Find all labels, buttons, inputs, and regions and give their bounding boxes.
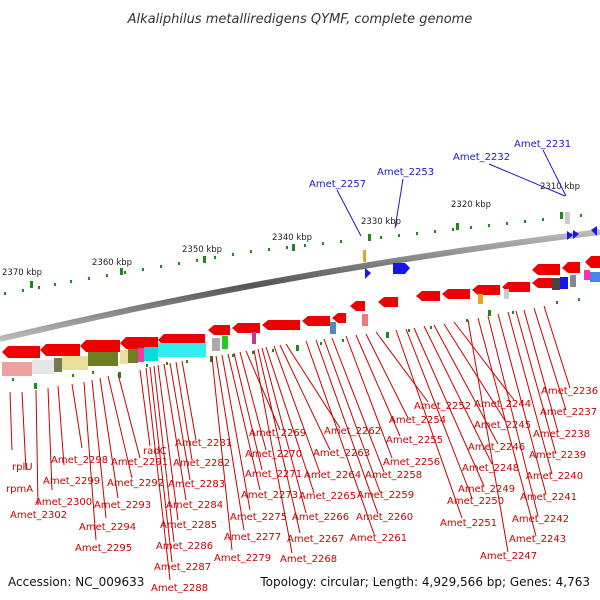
- tick-label-2330: 2330 kbp: [361, 217, 401, 227]
- label-amet-2256: Amet_2256: [383, 457, 440, 468]
- tick-label-2370: 2370 kbp: [2, 268, 42, 278]
- label-amet-2244: Amet_2244: [474, 399, 531, 410]
- tick-label-2340: 2340 kbp: [272, 233, 312, 243]
- label-amet-2253: Amet_2253: [377, 167, 434, 178]
- label-amet-2240: Amet_2240: [526, 471, 583, 482]
- label-amet-2285: Amet_2285: [160, 520, 217, 531]
- label-amet-2248: Amet_2248: [462, 463, 519, 474]
- label-rpmA: rpmA: [6, 484, 33, 495]
- label-amet-2295: Amet_2295: [75, 543, 132, 554]
- red-leader-lines: [9, 305, 571, 581]
- label-amet-2298: Amet_2298: [51, 455, 108, 466]
- label-amet-2250: Amet_2250: [447, 496, 504, 507]
- label-amet-2284: Amet_2284: [166, 500, 223, 511]
- label-amet-2241: Amet_2241: [520, 492, 577, 503]
- label-amet-2260: Amet_2260: [356, 512, 413, 523]
- label-amet-2265: Amet_2265: [299, 491, 356, 502]
- label-amet-2287: Amet_2287: [154, 562, 211, 573]
- label-amet-2266: Amet_2266: [292, 512, 349, 523]
- label-amet-2291: Amet_2291: [111, 457, 168, 468]
- label-amet-2245: Amet_2245: [474, 420, 531, 431]
- label-amet-2249: Amet_2249: [458, 484, 515, 495]
- gene-amet-2257-arrow: [365, 268, 371, 279]
- label-amet-2269: Amet_2269: [249, 428, 306, 439]
- tick-label-2360: 2360 kbp: [92, 258, 132, 268]
- label-rplU: rplU: [12, 462, 33, 473]
- label-amet-2277: Amet_2277: [224, 532, 281, 543]
- label-amet-2271: Amet_2271: [245, 469, 302, 480]
- label-amet-2286: Amet_2286: [156, 541, 213, 552]
- label-amet-2300: Amet_2300: [35, 497, 92, 508]
- label-amet-2262: Amet_2262: [324, 426, 381, 437]
- genome-backbone: [0, 229, 600, 342]
- label-amet-2239: Amet_2239: [529, 450, 586, 461]
- label-amet-2247: Amet_2247: [480, 551, 537, 562]
- label-amet-2238: Amet_2238: [533, 429, 590, 440]
- label-amet-2242: Amet_2242: [512, 514, 569, 525]
- tick-label-2310: 2310 kbp: [540, 182, 580, 192]
- red-gene-labels: rplU rpmA Amet_2302 Amet_2300 Amet_2299 …: [6, 386, 598, 594]
- map-title: Alkaliphilus metalliredigens QYMF, compl…: [127, 12, 473, 27]
- label-amet-2299: Amet_2299: [43, 476, 100, 487]
- label-amet-2258: Amet_2258: [365, 470, 422, 481]
- reverse-strand-features: [2, 256, 600, 358]
- label-radC: radC: [143, 446, 167, 457]
- label-amet-2246: Amet_2246: [468, 442, 525, 453]
- label-amet-2237: Amet_2237: [540, 407, 597, 418]
- label-amet-2264: Amet_2264: [304, 470, 361, 481]
- label-amet-2273: Amet_2273: [241, 490, 298, 501]
- major-ticks: [30, 212, 563, 288]
- label-amet-2288: Amet_2288: [151, 583, 208, 594]
- label-amet-2282: Amet_2282: [173, 458, 230, 469]
- label-amet-2292: Amet_2292: [107, 478, 164, 489]
- label-amet-2294: Amet_2294: [79, 522, 136, 533]
- label-amet-2261: Amet_2261: [350, 533, 407, 544]
- accession-text: Accession: NC_009633: [8, 575, 144, 589]
- blue-leader-lines: [336, 149, 567, 237]
- forward-strand-features: [363, 212, 597, 279]
- label-amet-2263: Amet_2263: [313, 448, 370, 459]
- label-amet-2251: Amet_2251: [440, 518, 497, 529]
- outer-tick-ring: [4, 214, 582, 295]
- label-amet-2302: Amet_2302: [10, 510, 67, 521]
- tick-label-2350: 2350 kbp: [182, 245, 222, 255]
- label-amet-2283: Amet_2283: [168, 479, 225, 490]
- label-amet-2232: Amet_2232: [453, 152, 510, 163]
- label-amet-2293: Amet_2293: [94, 500, 151, 511]
- gene-amet-2232-arrow: [567, 231, 573, 240]
- label-amet-2255: Amet_2255: [386, 435, 443, 446]
- label-amet-2279: Amet_2279: [214, 553, 271, 564]
- label-amet-2268: Amet_2268: [280, 554, 337, 565]
- topology-text: Topology: circular; Length: 4,929,566 bp…: [259, 575, 590, 589]
- label-amet-2252: Amet_2252: [414, 401, 471, 412]
- label-amet-2270: Amet_2270: [245, 449, 302, 460]
- label-amet-2281: Amet_2281: [175, 438, 232, 449]
- label-amet-2254: Amet_2254: [389, 415, 446, 426]
- label-amet-2236: Amet_2236: [541, 386, 598, 397]
- gene-amet-2253-arrow: [393, 263, 410, 274]
- label-amet-2275: Amet_2275: [230, 512, 287, 523]
- cog-colour-blocks: [2, 270, 600, 376]
- label-amet-2243: Amet_2243: [509, 534, 566, 545]
- label-amet-2267: Amet_2267: [287, 534, 344, 545]
- label-amet-2231: Amet_2231: [514, 139, 571, 150]
- tick-label-2320: 2320 kbp: [451, 200, 491, 210]
- gene-amet-2231-arrow: [573, 230, 579, 239]
- label-amet-2257: Amet_2257: [309, 179, 366, 190]
- label-amet-2259: Amet_2259: [357, 490, 414, 501]
- inner-tick-ring: [12, 298, 580, 389]
